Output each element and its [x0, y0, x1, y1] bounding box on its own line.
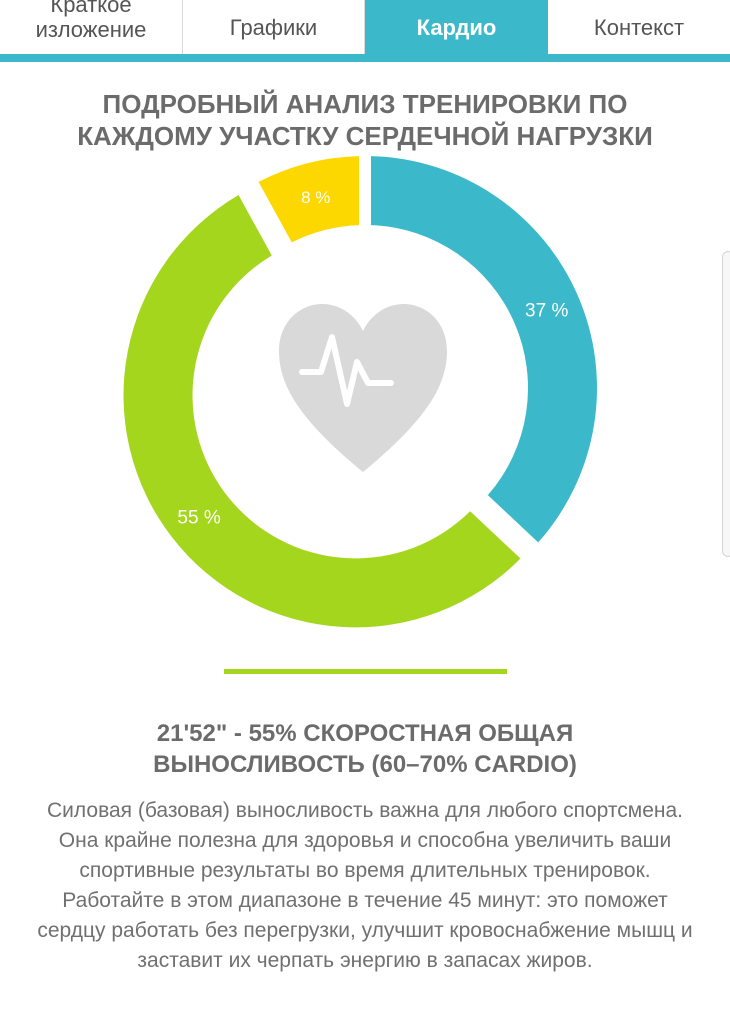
donut-slice-2[interactable]: [258, 156, 360, 243]
zone-title: 21'52" - 55% СКОРОСТНАЯ ОБЩАЯ ВЫНОСЛИВОС…: [153, 720, 577, 778]
donut-slice-0[interactable]: [370, 156, 597, 543]
heart-shape: [279, 304, 447, 472]
active-tab-underline: [0, 54, 730, 62]
tab-cardio-label: Кардио: [416, 14, 497, 40]
heart-zone-donut-chart: 37 % 55 % 8 %: [0, 150, 730, 630]
page-title: ПОДРОБНЫЙ АНАЛИЗ ТРЕНИРОВКИ ПО КАЖДОМУ У…: [77, 89, 653, 151]
scrollbar-handle[interactable]: [722, 251, 730, 557]
section-divider: [224, 669, 507, 674]
slice-label-2: 8 %: [301, 188, 330, 207]
tab-summary[interactable]: Краткое изложение: [0, 0, 183, 54]
heart-pulse-icon: [279, 304, 447, 472]
pulse-line: [299, 334, 394, 407]
zone-description: Силовая (базовая) выносливость важна для…: [37, 799, 693, 972]
tab-summary-label: Краткое изложение: [35, 0, 147, 42]
tab-cardio[interactable]: Кардио: [365, 0, 548, 54]
tab-context-label: Контекст: [593, 14, 685, 40]
slice-label-1: 55 %: [177, 508, 220, 529]
tab-charts-label: Графики: [229, 14, 318, 40]
tab-charts[interactable]: Графики: [183, 0, 365, 54]
donut-slice-1[interactable]: [123, 195, 521, 628]
donut-svg: 37 % 55 % 8 %: [123, 156, 597, 628]
tab-bar: Краткое изложение Графики Кардио Контекс…: [0, 0, 730, 54]
slice-label-0: 37 %: [525, 300, 568, 321]
tab-context[interactable]: Контекст: [548, 0, 730, 54]
